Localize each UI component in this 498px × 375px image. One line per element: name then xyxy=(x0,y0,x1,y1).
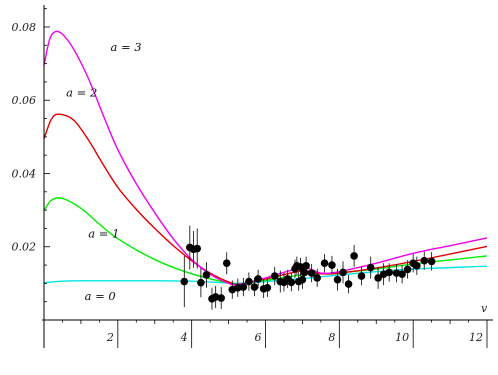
series-line-a-1 xyxy=(43,197,488,286)
y-tick-label: 0.06 xyxy=(12,94,37,107)
x-axis-label: v xyxy=(481,302,488,315)
x-ticks: 2 4 6 8 10 12 xyxy=(62,320,488,348)
data-point xyxy=(263,283,272,292)
data-point xyxy=(287,278,296,287)
x-tick-label: 4 xyxy=(180,331,188,344)
data-points-layer xyxy=(180,225,436,310)
axes: 2 4 6 8 10 12 0.02 0.04 0.06 0.08 v xyxy=(12,5,493,348)
curve-label: a = 0 xyxy=(85,289,116,303)
curve-label: a = 1 xyxy=(88,227,119,241)
y-tick-label: 0.08 xyxy=(12,21,37,34)
x-tick-label: 2 xyxy=(106,331,114,344)
data-point xyxy=(344,280,353,288)
data-point xyxy=(333,275,342,284)
data-point xyxy=(374,274,382,282)
data-point xyxy=(300,268,309,277)
data-point xyxy=(239,283,248,291)
curves-layer xyxy=(43,30,488,286)
series-line-a-2 xyxy=(43,113,488,285)
data-point xyxy=(320,259,329,268)
data-point xyxy=(180,277,189,286)
y-ticks: 0.02 0.04 0.06 0.08 xyxy=(12,8,50,303)
data-point xyxy=(217,294,225,302)
data-point xyxy=(313,274,321,282)
x-tick-label: 8 xyxy=(328,331,335,344)
data-point xyxy=(398,270,406,279)
y-tick-label: 0.02 xyxy=(12,241,37,254)
data-point xyxy=(427,257,436,266)
data-point xyxy=(234,283,242,292)
data-point xyxy=(307,269,316,277)
data-point xyxy=(328,261,336,269)
data-point xyxy=(357,272,366,280)
x-tick-label: 6 xyxy=(255,331,262,344)
curve-label: a = 3 xyxy=(110,40,141,54)
data-point xyxy=(197,278,205,287)
data-point xyxy=(302,261,310,270)
data-point xyxy=(385,268,393,277)
data-point xyxy=(413,261,421,270)
curve-label: a = 2 xyxy=(66,86,97,100)
data-point xyxy=(366,263,375,272)
data-point xyxy=(270,272,279,280)
data-point xyxy=(298,275,307,284)
data-point xyxy=(245,277,253,286)
series-line-a-3 xyxy=(43,30,488,286)
x-tick-label: 12 xyxy=(469,331,483,344)
data-point xyxy=(222,259,231,268)
data-point xyxy=(202,271,211,279)
y-tick-label: 0.04 xyxy=(12,167,37,180)
data-point xyxy=(250,283,259,291)
data-point xyxy=(403,265,412,274)
data-point xyxy=(350,252,358,260)
data-point xyxy=(420,256,429,265)
x-tick-label: 10 xyxy=(395,331,409,344)
curve-labels: a = 3 a = 2 a = 1 a = 0 xyxy=(66,40,141,303)
data-point xyxy=(339,268,347,277)
data-point xyxy=(193,244,202,253)
data-point xyxy=(254,275,262,283)
